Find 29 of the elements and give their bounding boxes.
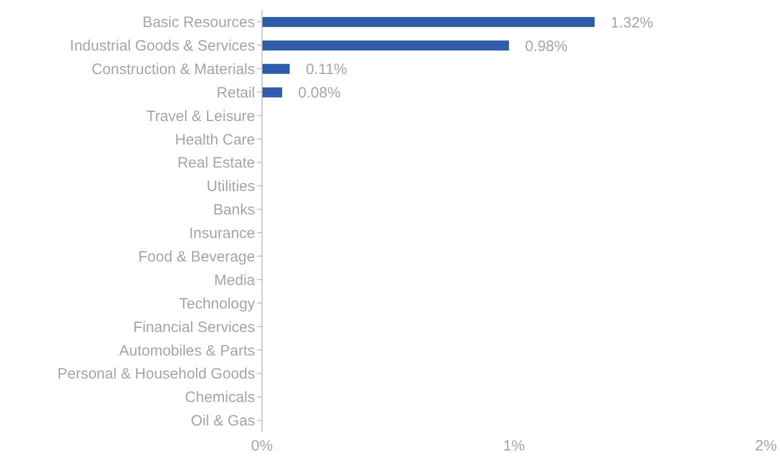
y-tick-label: Retail xyxy=(216,84,255,102)
data-label: 0.11% xyxy=(306,61,348,78)
y-tick-label: Automobiles & Parts xyxy=(119,342,255,360)
bar xyxy=(262,17,595,27)
y-tick-label: Industrial Goods & Services xyxy=(70,37,255,54)
bar xyxy=(262,87,282,98)
y-tick-label: Media xyxy=(214,272,256,289)
y-tick-label: Insurance xyxy=(189,225,255,242)
bar xyxy=(262,40,509,50)
data-label: 1.32% xyxy=(610,14,654,32)
x-tick-label: 0% xyxy=(251,438,273,455)
data-label: 0.08% xyxy=(298,84,341,102)
y-tick-label: Food & Beverage xyxy=(138,248,255,266)
y-tick-label: Travel & Leisure xyxy=(146,108,255,125)
y-tick-label: Technology xyxy=(179,295,256,312)
y-tick-label: Personal & Household Goods xyxy=(57,366,255,383)
y-tick-label: Chemicals xyxy=(184,389,255,406)
data-label: 0.98% xyxy=(524,38,568,55)
x-tick-label: 1% xyxy=(503,438,525,455)
bar xyxy=(262,64,290,74)
y-tick-label: Basic Resources xyxy=(142,14,255,32)
y-tick-label: Real Estate xyxy=(177,154,255,172)
y-tick-label: Construction & Materials xyxy=(92,60,255,78)
y-tick-label: Health Care xyxy=(174,131,255,148)
x-tick-label: 2% xyxy=(755,438,777,455)
y-tick-label: Financial Services xyxy=(133,318,255,336)
y-tick-label: Banks xyxy=(213,202,255,219)
y-tick-label: Oil & Gas xyxy=(190,412,255,430)
y-tick-label: Utilities xyxy=(206,178,255,196)
